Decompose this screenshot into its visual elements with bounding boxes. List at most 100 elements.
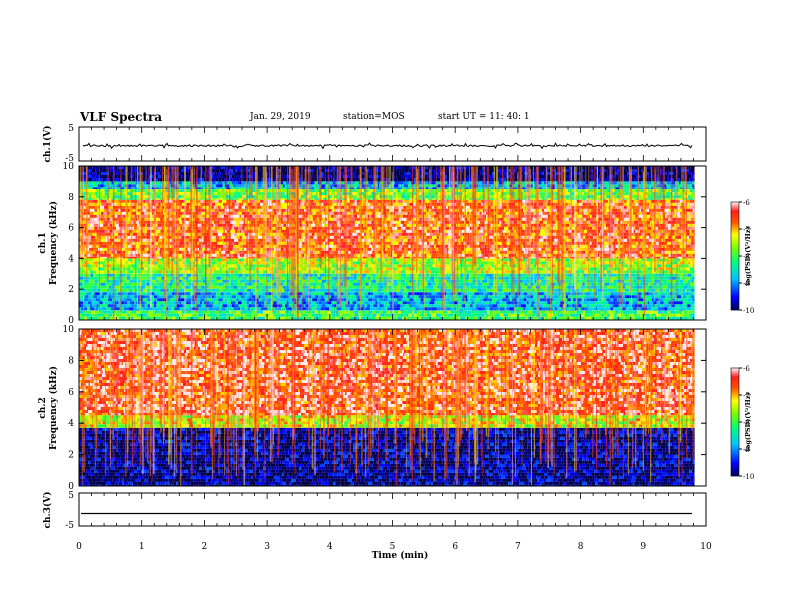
- spectrogram-cell: [215, 169, 218, 172]
- spectrogram-cell: [458, 198, 461, 200]
- spectrogram-cell: [408, 181, 412, 185]
- spectrogram-cell: [230, 166, 235, 169]
- spectrogram-cell: [648, 175, 654, 178]
- spectrogram-cell: [674, 187, 677, 190]
- spectrogram-cell: [411, 223, 417, 227]
- spectrogram-cell: [551, 187, 556, 190]
- spectrogram-cell: [265, 214, 270, 218]
- spectrogram-cell: [503, 217, 508, 221]
- spectrogram-cell: [465, 217, 468, 221]
- spectrogram-cell: [666, 181, 672, 185]
- spectrogram-cell: [672, 214, 678, 218]
- spectrogram-cell: [311, 229, 316, 233]
- spectrogram-cell: [325, 208, 329, 212]
- spectrogram-cell: [434, 229, 439, 233]
- spectrogram-cell: [298, 169, 302, 172]
- spectrogram-cell: [447, 166, 451, 169]
- spectrogram-cell: [394, 166, 398, 169]
- spectrogram-cell: [652, 189, 655, 193]
- spectrogram-cell: [403, 202, 407, 206]
- spectrogram-cell: [188, 223, 190, 227]
- spectrogram-cell: [589, 184, 592, 188]
- spectrogram-cell: [252, 181, 255, 185]
- spectrogram-cell: [334, 208, 337, 212]
- spectrogram-cell: [404, 220, 409, 224]
- spectrogram-cell: [164, 229, 168, 233]
- spectrogram-cell: [401, 198, 406, 200]
- spectrogram-cell: [536, 169, 541, 172]
- spectrogram-cell: [218, 211, 222, 215]
- spectrogram-cell: [650, 166, 655, 169]
- spectrogram-cell: [529, 198, 533, 200]
- spectrogram-cell: [348, 192, 351, 196]
- spectrogram-cell: [538, 199, 543, 203]
- spectrogram-cell: [614, 208, 618, 212]
- spectrogram-cell: [454, 226, 457, 230]
- spectrogram-cell: [494, 169, 498, 172]
- spectrogram-cell: [625, 211, 630, 215]
- spectrogram-cell: [239, 202, 244, 206]
- spectrogram-cell: [502, 198, 507, 200]
- spectrogram-cell: [685, 189, 690, 193]
- spectrogram-cell: [241, 211, 246, 215]
- spectrogram-cell: [690, 226, 695, 230]
- spectrogram-cell: [257, 199, 261, 203]
- spectrogram-cell: [433, 199, 437, 203]
- spectrogram-cell: [537, 229, 541, 233]
- spectrogram-cell: [424, 175, 428, 178]
- spectrogram-cell: [663, 187, 668, 190]
- spectrogram-cell: [658, 202, 662, 206]
- spectrogram-cell: [239, 229, 242, 233]
- spectrogram-cell: [605, 169, 608, 172]
- spectrogram-cell: [90, 220, 96, 224]
- spectrogram-cell: [143, 199, 146, 203]
- spectrogram-cell: [526, 229, 529, 233]
- spectrogram-cell: [369, 178, 372, 181]
- spectrogram-cell: [237, 211, 242, 215]
- spectrogram-cell: [178, 195, 182, 199]
- spectrogram-cell: [266, 192, 270, 196]
- spectrogram-cell: [538, 223, 541, 227]
- spectrogram-cell: [635, 184, 639, 188]
- spectrogram-cell: [367, 192, 372, 196]
- spectrogram-cell: [351, 166, 355, 169]
- spectrogram-cell: [444, 198, 447, 200]
- spectrogram-cell: [507, 195, 512, 199]
- spectrogram-cell: [202, 226, 206, 230]
- spectrogram-cell: [362, 172, 364, 175]
- spectrogram-cell: [220, 172, 226, 175]
- spectrogram-cell: [141, 166, 145, 169]
- spectrogram-cell: [605, 166, 609, 169]
- spectrogram-cell: [350, 178, 355, 181]
- spectrogram-cell: [356, 232, 359, 236]
- spectrogram-cell: [235, 235, 240, 239]
- spectrogram-cell: [687, 226, 691, 230]
- spectrogram-cell: [215, 235, 220, 239]
- spectrogram-cell: [225, 220, 230, 224]
- spectrogram-cell: [486, 214, 488, 218]
- spectrogram-cell: [431, 184, 435, 188]
- spectrogram-cell: [123, 166, 128, 169]
- spectrogram-cell: [342, 166, 345, 169]
- spectrogram-cell: [92, 192, 96, 196]
- spectrogram-cell: [371, 205, 375, 209]
- spectrogram-cell: [591, 205, 594, 209]
- spectrogram-cell: [397, 195, 402, 199]
- spectrogram-cell: [485, 226, 488, 230]
- spectrogram-cell: [614, 220, 619, 224]
- spectrogram-cell: [614, 169, 618, 172]
- spectrogram-cell: [152, 211, 154, 215]
- spectrogram-cell: [478, 232, 484, 236]
- spectrogram-cell: [513, 229, 516, 233]
- spectrogram-cell: [311, 187, 315, 190]
- spectrogram-cell: [222, 184, 225, 188]
- spectrogram-cell: [565, 220, 571, 224]
- spectrogram-cell: [656, 220, 660, 224]
- spectrogram-cell: [407, 175, 412, 178]
- spectrogram-cell: [317, 235, 320, 239]
- spectrogram-cell: [461, 223, 467, 227]
- spectrogram-cell: [497, 187, 501, 190]
- spectrogram-cell: [160, 175, 163, 178]
- spectrogram-cell: [152, 214, 154, 218]
- spectrogram-cell: [181, 169, 185, 172]
